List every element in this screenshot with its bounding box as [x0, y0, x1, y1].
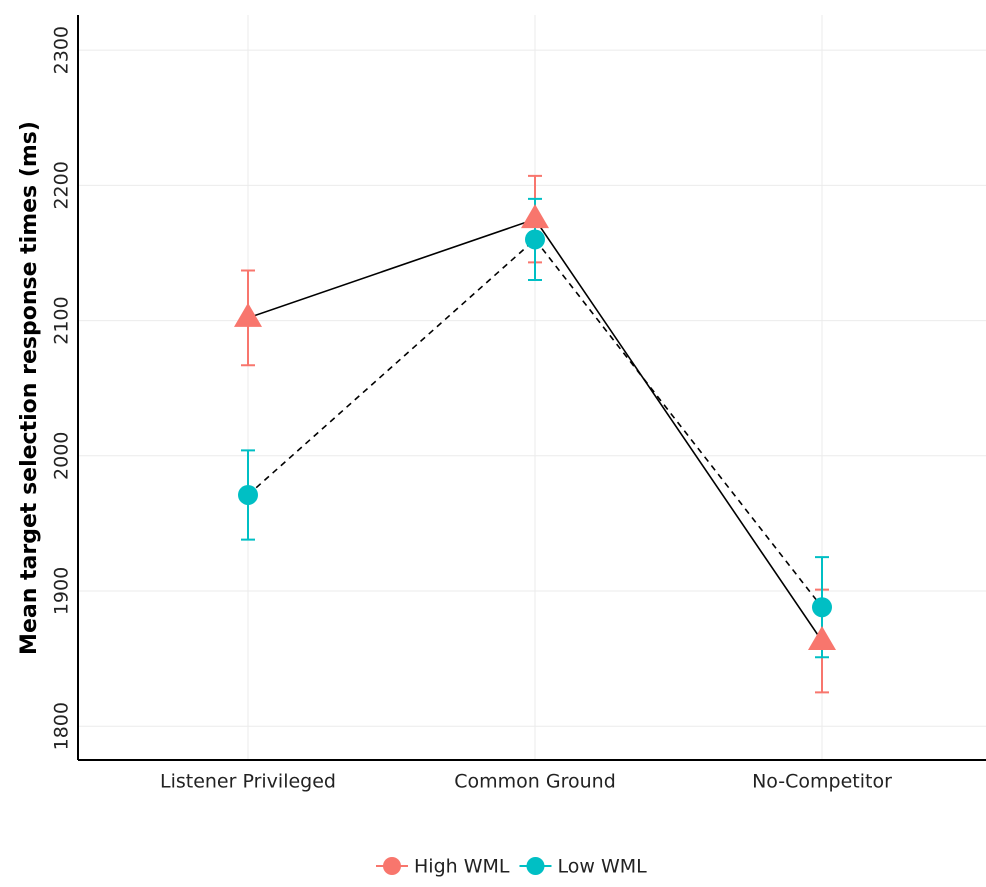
marker — [234, 302, 262, 327]
y-axis-label: Mean target selection response times (ms… — [17, 121, 42, 655]
x-tick-label: Listener Privileged — [160, 771, 336, 793]
y-tick-label: 2200 — [51, 161, 73, 209]
y-tick-label: 2300 — [51, 26, 73, 74]
marker — [521, 204, 549, 229]
y-tick-label: 2100 — [51, 296, 73, 344]
legend-key — [383, 857, 401, 875]
y-tick-label: 1800 — [51, 702, 73, 750]
marker — [238, 484, 258, 505]
marker — [525, 229, 545, 250]
x-tick-label: Common Ground — [454, 771, 616, 793]
y-tick-label: 2000 — [51, 432, 73, 480]
legend-key — [526, 857, 545, 875]
series-line — [247, 238, 823, 608]
y-tick-label: 1900 — [51, 567, 73, 615]
legend-label: Low WML — [557, 856, 647, 878]
legend-label: High WML — [414, 856, 510, 878]
marker — [808, 626, 836, 651]
marker — [812, 597, 832, 618]
x-tick-label: No-Competitor — [752, 771, 892, 793]
